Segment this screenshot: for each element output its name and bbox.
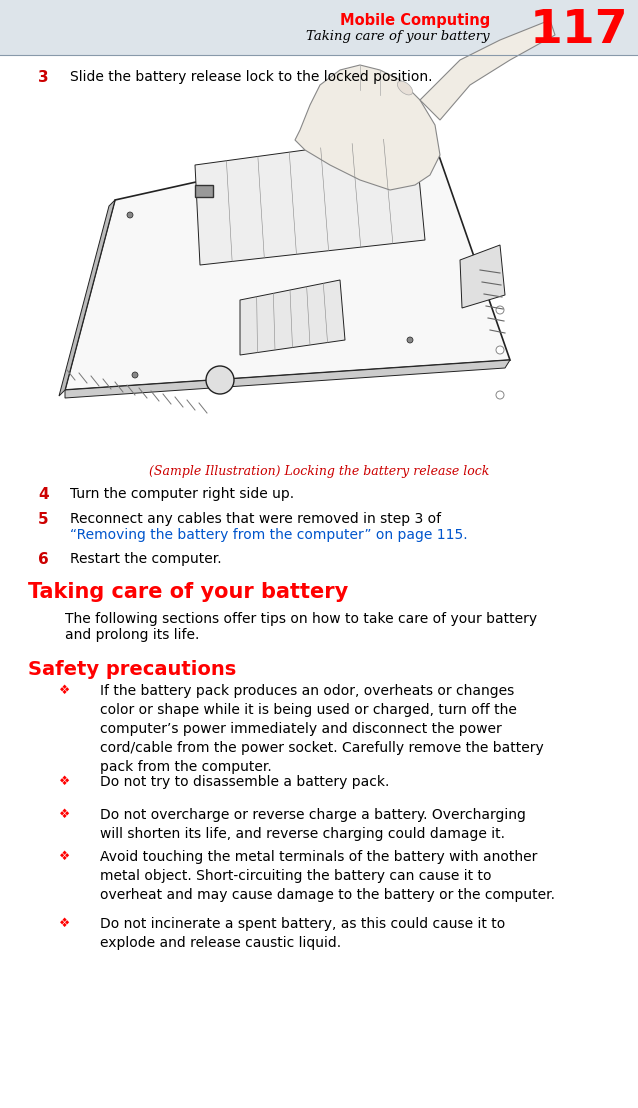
Polygon shape bbox=[460, 245, 505, 308]
Text: ❖: ❖ bbox=[59, 684, 71, 697]
Text: Restart the computer.: Restart the computer. bbox=[70, 552, 221, 566]
Text: 5: 5 bbox=[38, 512, 48, 527]
Text: Turn the computer right side up.: Turn the computer right side up. bbox=[70, 488, 294, 501]
Bar bbox=[195, 185, 213, 197]
Ellipse shape bbox=[397, 81, 413, 95]
Text: Avoid touching the metal terminals of the battery with another
metal object. Sho: Avoid touching the metal terminals of th… bbox=[100, 850, 555, 902]
Text: 6: 6 bbox=[38, 552, 48, 567]
Polygon shape bbox=[65, 360, 510, 398]
Text: 3: 3 bbox=[38, 70, 48, 85]
Text: and prolong its life.: and prolong its life. bbox=[65, 628, 199, 642]
Text: ❖: ❖ bbox=[59, 774, 71, 788]
Text: Mobile Computing: Mobile Computing bbox=[340, 13, 490, 28]
Text: Taking care of your battery: Taking care of your battery bbox=[306, 30, 490, 43]
Text: Reconnect any cables that were removed in step 3 of: Reconnect any cables that were removed i… bbox=[70, 512, 441, 526]
Polygon shape bbox=[195, 135, 425, 265]
Polygon shape bbox=[240, 280, 345, 355]
Circle shape bbox=[127, 212, 133, 218]
Text: (Sample Illustration) Locking the battery release lock: (Sample Illustration) Locking the batter… bbox=[149, 465, 489, 478]
Text: 117: 117 bbox=[530, 8, 628, 53]
Text: Slide the battery release lock to the locked position.: Slide the battery release lock to the lo… bbox=[70, 70, 433, 84]
Text: ❖: ❖ bbox=[59, 917, 71, 930]
Text: If the battery pack produces an odor, overheats or changes
color or shape while : If the battery pack produces an odor, ov… bbox=[100, 684, 544, 773]
Circle shape bbox=[496, 306, 504, 314]
Text: Do not incinerate a spent battery, as this could cause it to
explode and release: Do not incinerate a spent battery, as th… bbox=[100, 917, 505, 950]
Polygon shape bbox=[59, 201, 115, 396]
Text: Safety precautions: Safety precautions bbox=[28, 660, 236, 679]
Circle shape bbox=[496, 346, 504, 353]
Text: ❖: ❖ bbox=[59, 850, 71, 863]
Text: 4: 4 bbox=[38, 488, 48, 502]
Circle shape bbox=[206, 366, 234, 394]
Text: Taking care of your battery: Taking care of your battery bbox=[28, 582, 348, 602]
Circle shape bbox=[132, 372, 138, 378]
Text: ❖: ❖ bbox=[59, 808, 71, 821]
Circle shape bbox=[496, 391, 504, 399]
Text: “Removing the battery from the computer” on page 115.: “Removing the battery from the computer”… bbox=[70, 529, 468, 542]
Bar bbox=[0, 0, 638, 55]
Polygon shape bbox=[295, 65, 440, 189]
Circle shape bbox=[407, 147, 413, 153]
Text: Do not try to disassemble a battery pack.: Do not try to disassemble a battery pack… bbox=[100, 774, 389, 789]
Text: Do not overcharge or reverse charge a battery. Overcharging
will shorten its lif: Do not overcharge or reverse charge a ba… bbox=[100, 808, 526, 841]
Circle shape bbox=[407, 337, 413, 343]
Polygon shape bbox=[420, 20, 555, 120]
Text: The following sections offer tips on how to take care of your battery: The following sections offer tips on how… bbox=[65, 612, 537, 626]
Polygon shape bbox=[65, 130, 510, 390]
